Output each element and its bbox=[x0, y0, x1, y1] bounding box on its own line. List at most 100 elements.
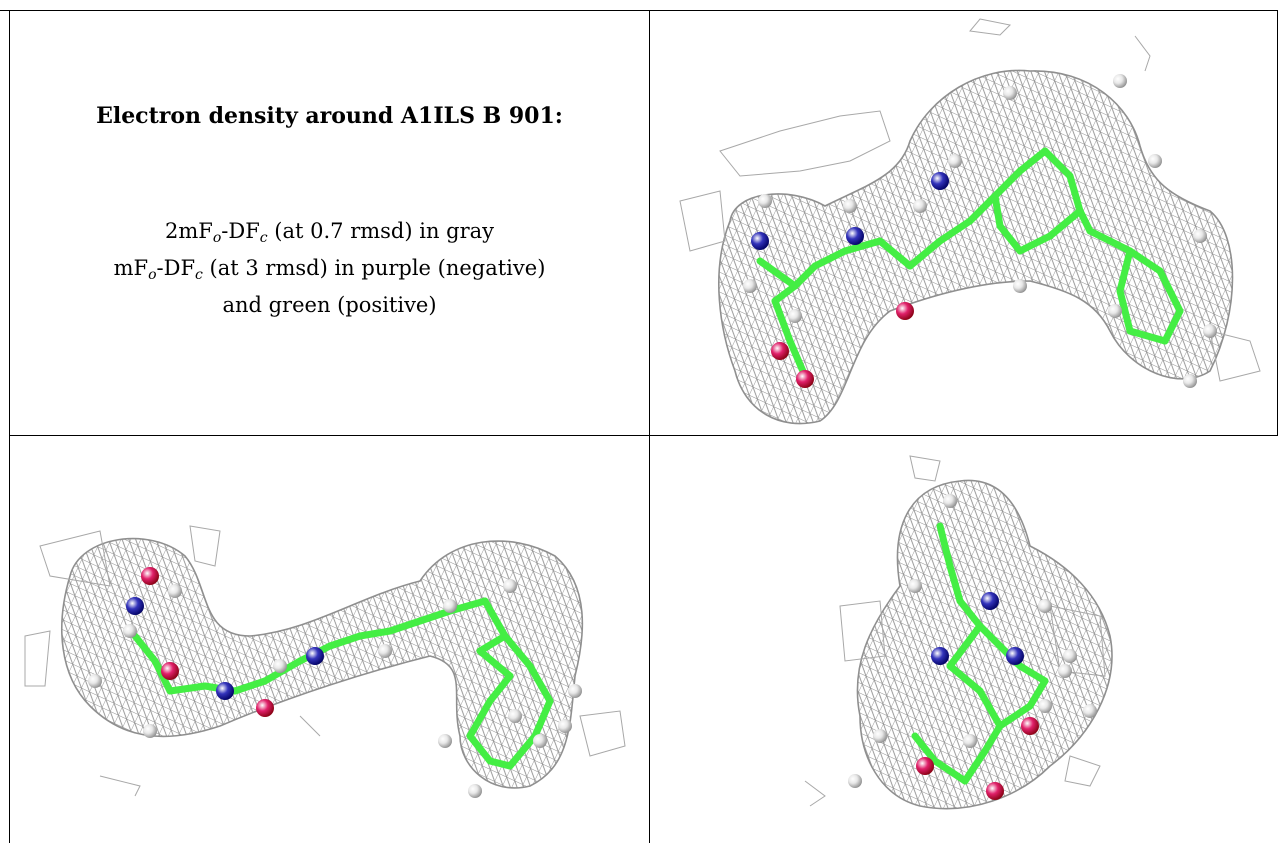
mol-tr-atom-h-15 bbox=[1193, 229, 1207, 243]
mol-br-bond-13 bbox=[946, 662, 984, 695]
mol-bl-atom-h-14 bbox=[568, 684, 582, 698]
mol-tr-bond-18 bbox=[1126, 247, 1164, 275]
mol-tr-bond-6 bbox=[936, 217, 974, 245]
mol-br-atom-n-1 bbox=[931, 647, 949, 665]
legend-line-1: 2mFo-DFc (at 0.7 rmsd) in gray bbox=[164, 219, 495, 246]
mol-tr-atom-h-18 bbox=[1203, 324, 1217, 338]
stray-mesh-br-3 bbox=[909, 455, 941, 482]
mol-br-atom-n-0 bbox=[981, 592, 999, 610]
mol-tr-bond-0 bbox=[756, 257, 799, 290]
mol-tr-bond-12 bbox=[1046, 207, 1084, 240]
mol-br-bond-1 bbox=[946, 562, 964, 605]
mol-br-atom-h-12 bbox=[873, 729, 887, 743]
mol-bl-atom-h-11 bbox=[378, 644, 392, 658]
mol-tr-atom-n-2 bbox=[931, 172, 949, 190]
mol-br-atom-h-7 bbox=[908, 579, 922, 593]
mol-bl-bond-13 bbox=[501, 632, 534, 670]
mol-tr-atom-h-16 bbox=[1013, 279, 1027, 293]
density-mesh-tr bbox=[718, 69, 1234, 425]
mol-bl-atom-h-17 bbox=[468, 784, 482, 798]
mol-br-bond-14 bbox=[946, 622, 984, 670]
mol-br-atom-o-5 bbox=[1021, 717, 1039, 735]
mol-bl-bond-12 bbox=[481, 597, 509, 640]
mol-br-bond-2 bbox=[956, 597, 984, 630]
mol-br-bond-9 bbox=[961, 747, 989, 785]
mol-bl-bond-20 bbox=[486, 672, 514, 705]
mol-bl-atom-o-3 bbox=[141, 567, 159, 585]
mol-tr-bond-13 bbox=[1016, 232, 1054, 255]
mol-tr-atom-o-4 bbox=[796, 370, 814, 388]
mol-bl-atom-h-18 bbox=[558, 719, 572, 733]
caption-cell: Electron density around A1ILS B 901: 2mF… bbox=[10, 11, 649, 435]
mol-br-bond-8 bbox=[981, 722, 1004, 755]
mol-tr-atom-o-5 bbox=[771, 342, 789, 360]
mol-bl-bond-14 bbox=[526, 662, 554, 705]
mol-br-atom-h-10 bbox=[1083, 704, 1097, 718]
mol-bl-bond-0 bbox=[131, 632, 159, 665]
border-left bbox=[9, 10, 10, 843]
stray-mesh-tr-5 bbox=[679, 190, 726, 252]
mol-br-bond-7 bbox=[996, 702, 1034, 730]
mol-tr-atom-h-7 bbox=[743, 279, 757, 293]
mol-br-atom-o-4 bbox=[986, 782, 1004, 800]
mol-bl-atom-o-4 bbox=[161, 662, 179, 680]
mol-br-bond-5 bbox=[1016, 662, 1049, 685]
stray-mesh-bl-5 bbox=[99, 775, 141, 797]
mol-tr-atom-h-17 bbox=[1108, 304, 1122, 318]
mol-bl-bond-19 bbox=[466, 697, 494, 740]
mol-bl-bond-10 bbox=[416, 607, 454, 625]
mol-bl-atom-h-6 bbox=[168, 584, 182, 598]
mol-tr-atom-n-0 bbox=[751, 232, 769, 250]
mol-bl-bond-2 bbox=[166, 682, 209, 695]
mol-tr-bond-4 bbox=[876, 237, 914, 270]
mol-br-atom-h-6 bbox=[943, 494, 957, 508]
stray-mesh-tr-4 bbox=[1209, 330, 1261, 382]
view-top-right bbox=[650, 11, 1277, 435]
mol-br-atom-o-3 bbox=[916, 757, 934, 775]
mol-tr-atom-h-13 bbox=[1113, 74, 1127, 88]
mol-bl-atom-o-5 bbox=[256, 699, 274, 717]
mol-bl-atom-h-8 bbox=[88, 674, 102, 688]
mol-tr-bond-9 bbox=[1016, 147, 1049, 175]
mol-tr-bond-11 bbox=[1066, 172, 1084, 215]
mol-br-atom-h-11 bbox=[1038, 699, 1052, 713]
view-bottom-left bbox=[10, 436, 649, 843]
mol-br-atom-h-8 bbox=[1038, 599, 1052, 613]
stray-mesh-bl-3 bbox=[24, 630, 51, 687]
mol-tr-bond-15 bbox=[991, 192, 1004, 230]
stray-mesh-bl-6 bbox=[299, 715, 321, 737]
mol-tr-atom-h-14 bbox=[1148, 154, 1162, 168]
mol-tr-bond-25 bbox=[771, 297, 794, 345]
mol-tr-atom-h-11 bbox=[948, 154, 962, 168]
mol-bl-atom-h-7 bbox=[123, 624, 137, 638]
mol-br-bond-11 bbox=[911, 732, 939, 765]
mol-tr-bond-1 bbox=[791, 262, 819, 290]
mol-tr-bond-7 bbox=[966, 192, 999, 225]
mol-tr-bond-5 bbox=[906, 237, 944, 270]
stray-mesh-br-5 bbox=[804, 780, 826, 807]
mol-tr-bond-21 bbox=[1126, 327, 1169, 345]
mol-bl-bond-7 bbox=[326, 632, 364, 650]
mol-bl-bond-15 bbox=[531, 697, 554, 740]
figure-title: Electron density around A1ILS B 901: bbox=[96, 103, 563, 129]
legend-text: 2mFo-DFc (at 0.7 rmsd) in gray mFo-DFc (… bbox=[10, 216, 649, 320]
border-top bbox=[0, 10, 1278, 11]
mol-tr-bond-26 bbox=[786, 337, 809, 380]
stray-mesh-tr-2 bbox=[969, 18, 1012, 36]
mol-tr-atom-h-19 bbox=[1183, 374, 1197, 388]
mol-tr-bond-3 bbox=[841, 237, 884, 255]
mol-bl-atom-h-19 bbox=[508, 709, 522, 723]
stray-mesh-tr-3 bbox=[1134, 35, 1151, 72]
legend-line-3: and green (positive) bbox=[222, 293, 437, 317]
mol-bl-atom-n-1 bbox=[216, 682, 234, 700]
mol-br-bond-6 bbox=[1026, 677, 1049, 710]
mol-tr-atom-h-8 bbox=[788, 309, 802, 323]
mol-bl-bond-1 bbox=[151, 657, 174, 695]
stray-mesh-br-4 bbox=[1064, 755, 1101, 787]
mol-bl-bond-8 bbox=[356, 627, 394, 640]
mol-bl-atom-n-2 bbox=[306, 647, 324, 665]
mol-br-bond-12 bbox=[976, 687, 1004, 730]
stray-mesh-bl-4 bbox=[579, 710, 626, 757]
mol-bl-atom-h-12 bbox=[443, 599, 457, 613]
mol-tr-bond-22 bbox=[1116, 287, 1134, 335]
